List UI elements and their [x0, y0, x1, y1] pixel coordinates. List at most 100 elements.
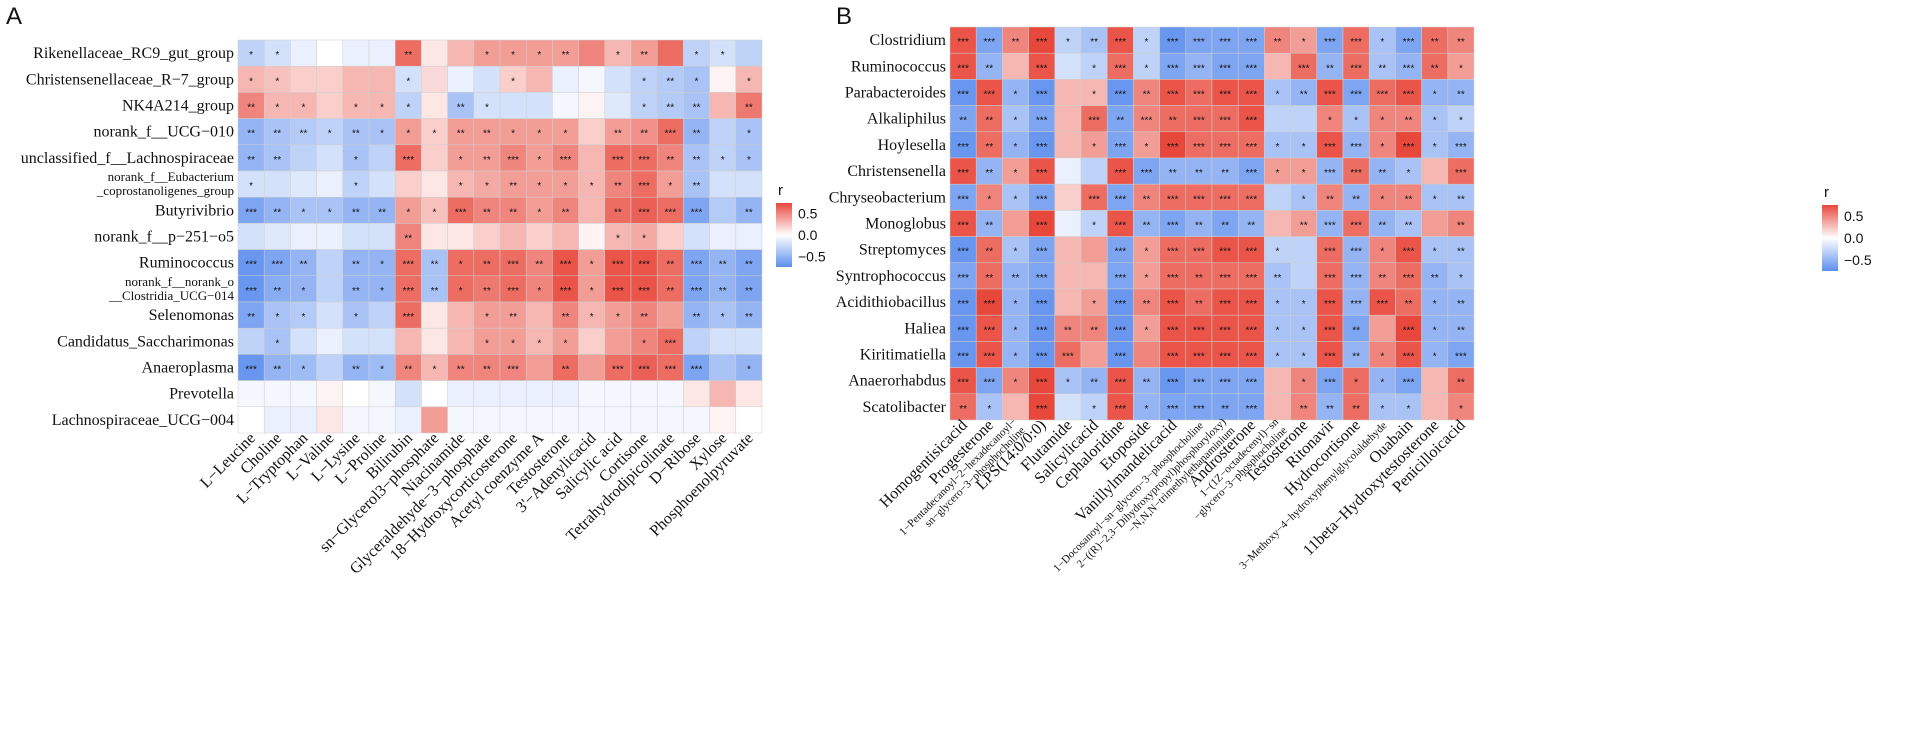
- heatmap-cell: [1028, 367, 1056, 395]
- significance-mark: **: [1221, 404, 1229, 415]
- heatmap-cell: [656, 380, 684, 408]
- significance-mark: ***: [1350, 273, 1362, 284]
- significance-mark: ***: [1167, 273, 1179, 284]
- significance-mark: *: [1014, 299, 1018, 310]
- significance-mark: ***: [983, 299, 995, 310]
- heatmap-cell: [1133, 183, 1160, 211]
- heatmap-cell: [237, 39, 265, 67]
- significance-mark: **: [483, 129, 491, 140]
- heatmap-cell: [316, 144, 344, 172]
- significance-mark: **: [509, 207, 517, 218]
- significance-mark: ***: [1036, 352, 1048, 363]
- heatmap-cell: [735, 65, 763, 93]
- heatmap-cell: [499, 406, 527, 434]
- significance-mark: ***: [1324, 325, 1336, 336]
- heatmap-cell: [949, 105, 977, 133]
- legend-colorbar: [1822, 205, 1838, 271]
- significance-mark: ***: [1036, 247, 1048, 258]
- heatmap-cell: [604, 170, 632, 198]
- heatmap-cell: [709, 249, 737, 277]
- heatmap-cell: [1133, 79, 1160, 106]
- heatmap-cell: [735, 144, 763, 172]
- significance-mark: ***: [691, 365, 703, 376]
- significance-mark: **: [1457, 90, 1465, 101]
- heatmap-cell: [499, 301, 527, 329]
- heatmap-cell: [499, 249, 527, 277]
- heatmap-cell: [949, 288, 977, 316]
- heatmap-cell: [1395, 236, 1422, 264]
- significance-mark: ***: [1219, 63, 1231, 74]
- significance-mark: *: [1014, 142, 1018, 153]
- heatmap-cell: [525, 65, 553, 93]
- significance-mark: *: [537, 50, 541, 61]
- significance-mark: **: [1090, 325, 1098, 336]
- heatmap-cell: [656, 249, 684, 277]
- significance-mark: *: [380, 103, 384, 114]
- heatmap-cell: [394, 223, 422, 250]
- heatmap-cell: [709, 65, 737, 93]
- significance-mark: ***: [1350, 63, 1362, 74]
- significance-mark: *: [459, 155, 463, 166]
- significance-mark: *: [1302, 325, 1306, 336]
- heatmap-cell: [1368, 393, 1396, 421]
- significance-mark: ***: [1114, 325, 1126, 336]
- heatmap-cell: [237, 92, 265, 119]
- heatmap-cell: [1395, 210, 1422, 237]
- row-label: norank_f__Eubacterium _coprostanoligenes_…: [96, 169, 234, 198]
- heatmap-cell: [316, 301, 344, 329]
- significance-mark: **: [745, 286, 753, 297]
- heatmap-cell: [421, 223, 448, 250]
- heatmap-cell: [1290, 236, 1318, 264]
- heatmap-cell: [1290, 367, 1318, 395]
- heatmap-cell: [1185, 105, 1213, 133]
- significance-mark: ***: [1219, 116, 1231, 127]
- significance-mark: *: [459, 260, 463, 271]
- significance-mark: *: [1380, 247, 1384, 258]
- heatmap-cell: [342, 406, 370, 434]
- heatmap-cell: [1080, 393, 1108, 421]
- heatmap-cell: [1211, 314, 1239, 342]
- significance-mark: *: [249, 50, 253, 61]
- heatmap-cell: [421, 301, 448, 329]
- significance-mark: ***: [1036, 404, 1048, 415]
- significance-mark: *: [642, 338, 646, 349]
- heatmap-cell: [709, 275, 737, 303]
- heatmap-cell: [1264, 367, 1291, 395]
- heatmap-cell: [1106, 210, 1134, 237]
- heatmap-cell: [1080, 131, 1108, 159]
- heatmap-cell: [1290, 314, 1318, 342]
- significance-mark: ***: [957, 273, 969, 284]
- heatmap-cell: [630, 249, 658, 277]
- heatmap-cell: [473, 380, 501, 408]
- significance-mark: ***: [983, 325, 995, 336]
- significance-mark: ***: [1245, 378, 1257, 389]
- heatmap-cell: [735, 301, 763, 329]
- heatmap-cell: [394, 170, 422, 198]
- significance-mark: *: [1433, 116, 1437, 127]
- heatmap-cell: [1421, 288, 1449, 316]
- significance-mark: ***: [402, 155, 414, 166]
- heatmap-cell: [735, 380, 763, 408]
- heatmap-cell: [1290, 262, 1318, 290]
- heatmap-cell: [1133, 26, 1160, 54]
- significance-mark: ***: [957, 90, 969, 101]
- significance-mark: ***: [1403, 90, 1415, 101]
- significance-mark: ***: [1219, 142, 1231, 153]
- significance-mark: ***: [638, 155, 650, 166]
- significance-mark: *: [1092, 90, 1096, 101]
- heatmap-cell: [1080, 236, 1108, 264]
- heatmap-cell: [368, 39, 396, 67]
- significance-mark: *: [485, 103, 489, 114]
- heatmap-cell: [473, 170, 501, 198]
- heatmap-cell: [552, 92, 579, 119]
- significance-mark: *: [537, 338, 541, 349]
- heatmap-cell: [552, 301, 579, 329]
- heatmap-cell: [1080, 367, 1108, 395]
- heatmap-cell: [1421, 341, 1449, 368]
- significance-mark: *: [1092, 63, 1096, 74]
- significance-mark: ***: [1193, 116, 1205, 127]
- heatmap-cell: [1264, 157, 1291, 185]
- heatmap-cell: [1159, 393, 1187, 421]
- significance-mark: *: [1276, 299, 1280, 310]
- significance-mark: **: [1090, 378, 1098, 389]
